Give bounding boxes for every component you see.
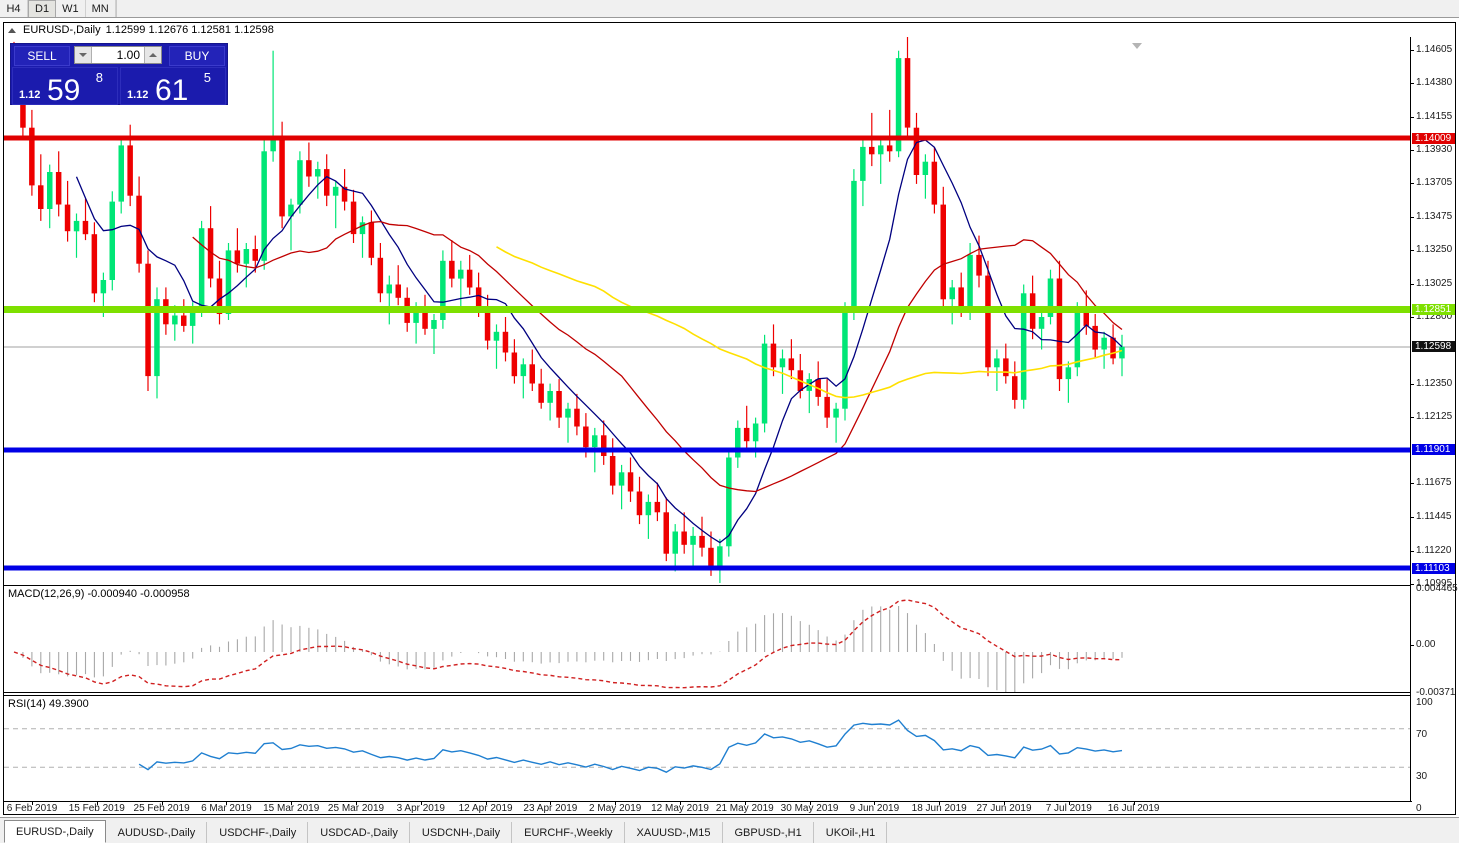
symbol-tab-usdchf--daily[interactable]: USDCHF-,Daily	[208, 822, 309, 843]
price-badge-pivot[interactable]: 1.12851	[1412, 303, 1455, 315]
chart-ohlc-values: 1.12599 1.12676 1.12581 1.12598	[105, 24, 274, 36]
scroll-position-marker-icon[interactable]	[1132, 43, 1142, 49]
date-label: 27 Jun 2019	[976, 803, 1032, 814]
chart-symbol-label: EURUSD-,Daily	[23, 24, 101, 36]
caret-down-icon	[79, 53, 87, 57]
price-badge-support-1[interactable]: 1.11901	[1412, 444, 1455, 456]
date-tick	[161, 802, 163, 805]
date-label: 23 Apr 2019	[523, 803, 578, 814]
volume-decrease-button[interactable]	[75, 47, 92, 63]
date-tick	[550, 802, 552, 805]
symbol-tab-bar: EURUSD-,Daily AUDUSD-,Daily USDCHF-,Daily U…	[0, 817, 1459, 843]
date-tick	[32, 802, 33, 805]
timeframe-button-d1[interactable]: D1	[28, 0, 57, 17]
date-label: 25 Mar 2019	[327, 803, 385, 814]
sell-price-fraction: 8	[95, 70, 103, 85]
oct-prices-row: 1.12 59 8 1.12 61 5	[11, 66, 227, 106]
date-label: 25 Feb 2019	[133, 803, 190, 814]
buy-price-prefix: 1.12	[127, 89, 149, 101]
chart-window: EURUSD-,Daily 1.12599 1.12676 1.12581 1.…	[3, 22, 1458, 815]
date-tick	[1133, 802, 1135, 805]
price-axis[interactable]: 1.14605 1.14380 1.14155 1.13930 1.13705 1.134…	[1410, 37, 1458, 814]
macd-canvas	[13, 599, 1123, 692]
price-badge-resistance[interactable]: 1.14009	[1412, 132, 1455, 144]
collapse-triangle-icon[interactable]	[8, 27, 16, 33]
macd-label: MACD(12,26,9) -0.000940 -0.000958	[8, 588, 190, 600]
date-tick	[615, 802, 617, 805]
symbol-tab-audusd--daily[interactable]: AUDUSD-,Daily	[107, 822, 208, 843]
date-label: 3 Apr 2019	[396, 803, 445, 814]
timeframe-button-h4[interactable]: H4	[0, 0, 28, 17]
buy-price-display[interactable]: 1.12 61 5	[120, 67, 226, 107]
caret-up-icon	[149, 53, 157, 57]
sell-price-display[interactable]: 1.12 59 8	[12, 67, 118, 107]
rsi-label: RSI(14) 49.3900	[8, 698, 89, 710]
timeframe-button-w1[interactable]: W1	[56, 0, 86, 17]
buy-button[interactable]: BUY	[169, 45, 225, 66]
date-label: 16 Jul 2019	[1107, 803, 1160, 814]
date-label: 15 Feb 2019	[68, 803, 125, 814]
date-tick	[809, 802, 811, 805]
date-tick	[874, 802, 876, 805]
date-tick	[744, 802, 746, 805]
toolbar-empty-area	[115, 0, 1459, 17]
volume-increase-button[interactable]	[144, 47, 161, 63]
rsi-indicator-pane[interactable]: RSI(14) 49.3900	[4, 695, 1412, 803]
date-tick	[96, 802, 98, 805]
candlestick-canvas	[4, 37, 1412, 583]
date-label: 6 Mar 2019	[201, 803, 252, 814]
sell-button[interactable]: SELL	[14, 45, 70, 66]
buy-price-fraction: 5	[203, 70, 211, 85]
date-axis: 6 Feb 2019 15 Feb 2019 25 Feb 2019 6 Mar 20…	[4, 801, 1412, 814]
symbol-tab-xauusd--m15[interactable]: XAUUSD-,M15	[626, 822, 723, 843]
symbol-tab-usdcnh--daily[interactable]: USDCNH-,Daily	[411, 822, 513, 843]
date-tick	[226, 802, 228, 805]
timeframe-toolbar: H4 D1 W1 MN	[0, 0, 1459, 18]
macd-indicator-pane[interactable]: MACD(12,26,9) -0.000940 -0.000958	[4, 585, 1412, 693]
date-tick	[291, 802, 293, 805]
date-label: 6 Feb 2019	[6, 803, 58, 814]
date-label: 15 Mar 2019	[263, 803, 320, 814]
date-tick	[485, 802, 487, 805]
date-tick	[680, 802, 681, 805]
symbol-tab-ukoil--h1[interactable]: UKOil-,H1	[815, 822, 888, 843]
date-tick	[420, 802, 422, 805]
date-tick	[356, 802, 357, 805]
price-badge-support-2[interactable]: 1.11103	[1412, 562, 1455, 574]
buy-price-main: 61	[155, 74, 189, 107]
sell-price-prefix: 1.12	[19, 89, 41, 101]
symbol-tab-gbpusd--h1[interactable]: GBPUSD-,H1	[724, 822, 814, 843]
price-chart-pane[interactable]	[4, 37, 1412, 583]
date-label: 2 May 2019	[589, 803, 642, 814]
symbol-tab-usdcad--daily[interactable]: USDCAD-,Daily	[309, 822, 410, 843]
price-badge-last-price[interactable]: 1.12598	[1412, 341, 1455, 353]
date-tick	[1004, 802, 1005, 805]
symbol-tab-eurusd--daily[interactable]: EURUSD-,Daily	[4, 820, 106, 843]
date-label: 12 May 2019	[651, 803, 709, 814]
date-label: 9 Jun 2019	[849, 803, 900, 814]
date-label: 7 Jul 2019	[1045, 803, 1092, 814]
date-label: 18 Jun 2019	[911, 803, 967, 814]
chart-header: EURUSD-,Daily 1.12599 1.12676 1.12581 1.…	[4, 23, 1455, 37]
timeframe-button-mn[interactable]: MN	[86, 0, 116, 17]
one-click-trading-panel[interactable]: SELL 1.00 BUY 1.12 59 8 1.12 61 5	[10, 43, 228, 106]
date-label: 12 Apr 2019	[458, 803, 513, 814]
volume-stepper[interactable]: 1.00	[74, 46, 162, 64]
date-label: 30 May 2019	[780, 803, 839, 814]
date-label: 21 May 2019	[715, 803, 774, 814]
oct-controls-row: SELL 1.00 BUY	[11, 44, 227, 66]
date-tick	[1068, 802, 1070, 805]
symbol-tab-eurchf--weekly[interactable]: EURCHF-,Weekly	[513, 822, 625, 843]
sell-price-main: 59	[47, 74, 81, 107]
date-tick	[939, 802, 941, 805]
volume-input[interactable]: 1.00	[116, 48, 140, 62]
rsi-canvas	[4, 719, 1412, 773]
